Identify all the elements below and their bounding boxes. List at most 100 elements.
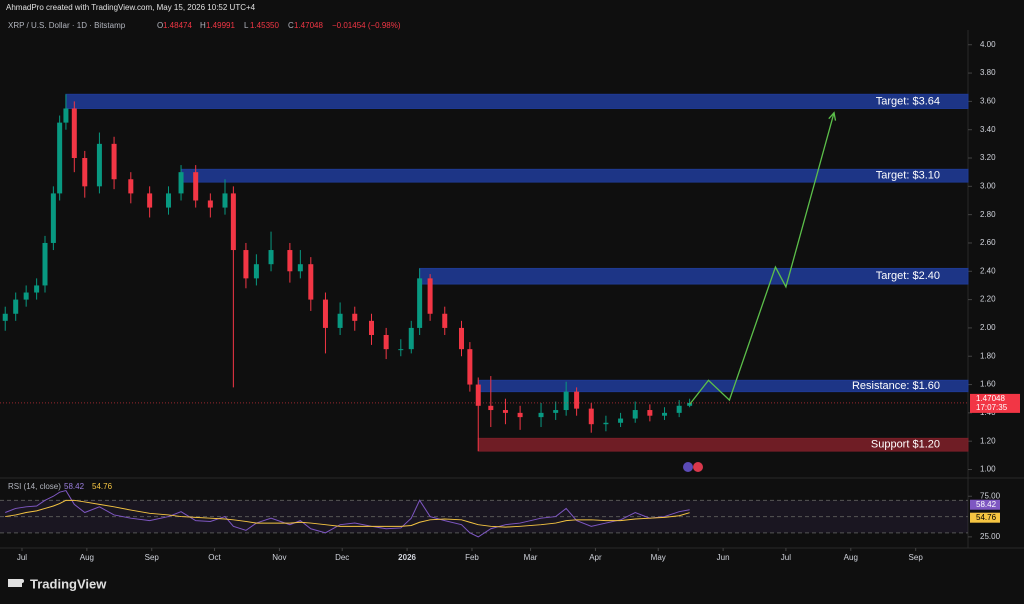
x-tick-label: Nov [272,553,286,562]
ohlc-label: O [157,21,163,30]
candle-body [193,172,199,201]
candle-body [352,313,358,321]
candle-body [165,193,171,208]
y-tick-label: 3.20 [980,153,996,162]
candle-body [243,250,249,279]
ohlc-value: 1.47048 [294,21,323,30]
y-tick-label: 4.00 [980,40,996,49]
candle-body [475,384,481,406]
ohlc-label: L [244,21,249,30]
y-tick-label: 2.80 [980,210,996,219]
projection-arrow [828,111,837,121]
x-tick-label: Apr [589,553,602,562]
candle-body [2,313,8,321]
brand: TradingView [30,576,107,591]
last-price-badge [970,393,1020,413]
candle-body [632,410,638,419]
candle-body [230,193,236,251]
candle-body [268,250,274,265]
x-tick-label: Feb [465,553,479,562]
y-tick-label: 3.40 [980,125,996,134]
rsi-line [5,489,690,538]
x-tick-label: Jul [17,553,27,562]
zone-label: Resistance: $1.60 [852,380,940,392]
candle-body [42,242,48,286]
candle-body [588,408,594,425]
y-tick-label: 2.00 [980,323,996,332]
ohlc-label: C [288,21,294,30]
event-icons [683,462,703,472]
x-tick-label: Dec [335,553,349,562]
candle-body [687,402,693,406]
candle-body [63,108,69,123]
candle-body [57,122,63,194]
candle-body [253,264,259,279]
y-tick-label: 2.60 [980,238,996,247]
candle-body [308,264,314,300]
candle-body [398,349,404,351]
candle-body [574,391,580,409]
candle-body [369,320,375,335]
zone-label: Target: $3.10 [876,170,940,182]
credit: AhmadPro created with TradingView.com, M… [6,3,256,12]
y-tick-label: 2.20 [980,295,996,304]
candle-body [13,299,19,314]
ohlc-value: 1.48474 [163,21,192,30]
rsi-ma-value: 54.76 [92,482,113,491]
rsi-badge-label: 54.76 [976,513,997,522]
ohlc-value: 1.45350 [250,21,279,30]
zone [180,168,969,183]
symbol: XRP / U.S. Dollar · 1D · Bitstamp [8,21,126,30]
countdown: 17:07:35 [976,403,1008,412]
zone [65,93,969,109]
candle-body [427,278,433,314]
candle-body [647,410,653,416]
y-tick-label: 1.00 [980,465,996,474]
candle-body [287,250,293,272]
candle-body [459,327,465,350]
candle-body [517,412,523,418]
change: −0.01454 (−0.98%) [332,21,401,30]
candle-body [488,405,494,411]
candle-body [618,418,624,423]
x-tick-label: Sep [145,553,160,562]
y-tick-label: 75.00 [980,491,1001,500]
candle-body [71,108,77,159]
rsi-badge [970,512,1000,523]
projection-line [689,112,835,405]
x-tick-label: Oct [208,553,221,562]
candle-body [50,193,56,243]
candle-body [553,410,559,413]
candle-body [34,285,40,293]
candle-body [207,200,213,208]
rsi-line [5,499,690,528]
candle-body [538,412,544,418]
candle-body [603,422,609,425]
ohlc-value: 1.49991 [206,21,235,30]
logo [8,579,24,587]
candle-body [502,410,508,413]
candle-body [23,292,29,300]
x-tick-label: Aug [844,553,858,562]
candle-body [383,334,389,350]
x-tick-label: Sep [909,553,924,562]
rsi-title: RSI (14, close) [8,482,61,491]
x-tick-label: 2026 [398,553,416,562]
candle-body [82,158,88,187]
rsi-badge [970,499,1000,510]
y-tick-label: 3.00 [980,181,996,190]
x-tick-label: Jun [717,553,730,562]
candle-body [222,193,228,208]
candle-body [442,313,448,328]
candle-body [467,349,473,385]
y-tick-label: 25.00 [980,532,1001,541]
zone-label: Support $1.20 [871,439,940,451]
y-tick-label: 1.80 [980,351,996,360]
x-tick-label: May [651,553,666,562]
zone-label: Target: $3.64 [876,95,940,107]
ohlc-label: H [200,21,206,30]
x-tick-label: Mar [524,553,538,562]
y-tick-label: 1.60 [980,380,996,389]
candle-body [297,264,303,272]
y-tick-label: 3.60 [980,96,996,105]
